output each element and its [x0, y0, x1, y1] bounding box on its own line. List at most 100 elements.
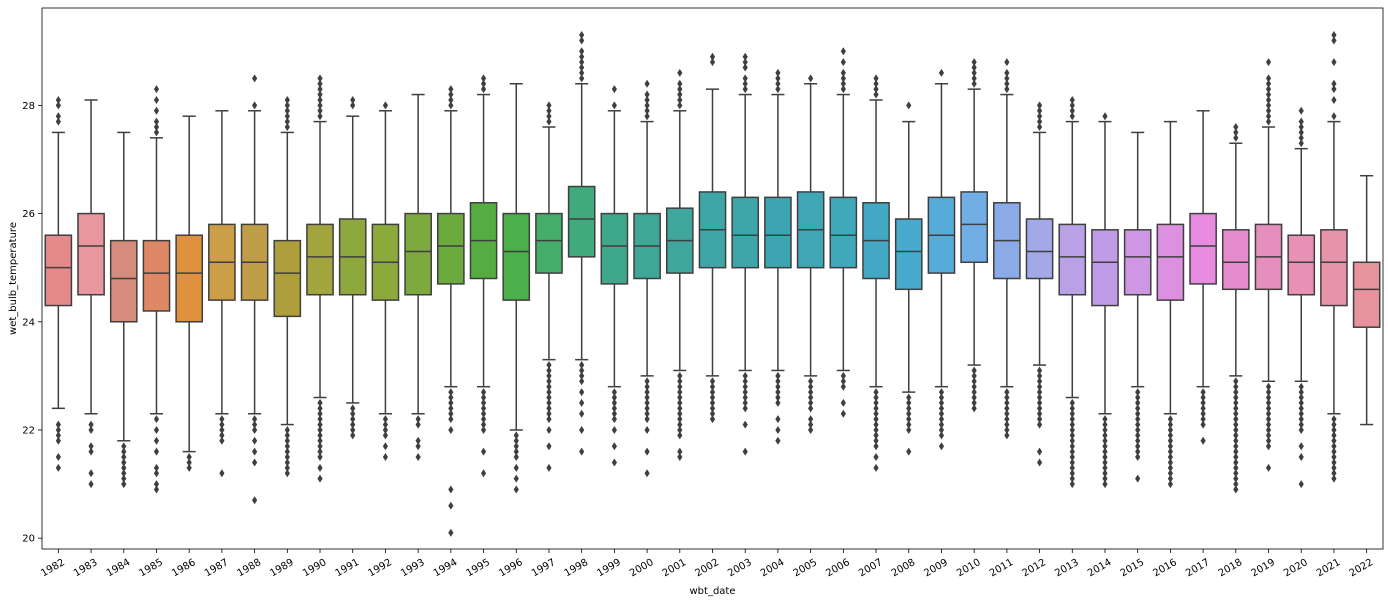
outlier-point	[1135, 425, 1141, 434]
outlier-point	[1036, 447, 1043, 456]
x-tick-label: 1982	[39, 557, 67, 579]
outlier-point	[1200, 436, 1206, 445]
x-tick-label: 1984	[105, 557, 133, 579]
outlier-point	[546, 404, 552, 413]
outlier-point	[513, 463, 519, 472]
outlier-point	[1233, 398, 1239, 407]
outlier-point	[55, 453, 61, 462]
outlier-point	[480, 415, 487, 424]
outlier-point	[840, 68, 846, 77]
outlier-point	[808, 420, 814, 429]
iqr-box	[829, 196, 858, 269]
box-2002	[698, 52, 727, 424]
outlier-point	[709, 393, 716, 402]
outlier-point	[1036, 415, 1043, 424]
box-1996	[502, 82, 531, 494]
outlier-point	[546, 366, 552, 375]
box-2010	[960, 58, 988, 413]
outlier-point	[873, 393, 879, 402]
outlier-point	[1331, 469, 1337, 478]
outlier-point	[742, 404, 748, 413]
outlier-point	[873, 453, 879, 462]
outlier-point	[284, 123, 290, 132]
outlier-point	[317, 95, 323, 104]
box-1989	[273, 95, 302, 478]
outlier-point	[644, 469, 650, 478]
outlier-point	[1135, 436, 1141, 445]
outlier-point	[873, 398, 879, 407]
outlier-point	[1069, 404, 1075, 413]
outlier-point	[415, 420, 421, 429]
outlier-point	[709, 388, 716, 397]
outlier-point	[938, 409, 945, 418]
outlier-point	[808, 74, 814, 83]
outlier-point	[840, 47, 846, 56]
outlier-point	[350, 404, 356, 413]
x-tick-label: 2014	[1086, 557, 1114, 579]
box-1984	[109, 131, 138, 489]
outlier-point	[971, 382, 977, 391]
outlier-point	[906, 409, 912, 418]
outlier-point	[971, 68, 977, 77]
y-tick-label: 20	[22, 534, 35, 545]
iqr-box	[1352, 261, 1381, 328]
outlier-point	[1102, 420, 1108, 429]
outlier-point	[284, 442, 290, 451]
outlier-point	[906, 415, 912, 424]
box-2000	[633, 79, 661, 478]
outlier-point	[1233, 377, 1239, 386]
outlier-point	[1135, 447, 1141, 456]
x-tick-label: 1999	[595, 557, 623, 579]
outlier-point	[1233, 474, 1239, 483]
outlier-point	[1233, 469, 1239, 478]
outlier-point	[317, 474, 323, 483]
outlier-point	[219, 425, 225, 434]
box-2021	[1320, 31, 1348, 483]
outlier-point	[677, 398, 683, 407]
outlier-point	[284, 425, 290, 434]
outlier-point	[971, 63, 977, 72]
outlier-point	[611, 85, 617, 94]
outlier-point	[350, 95, 356, 104]
x-tick-label: 1994	[432, 557, 460, 579]
outlier-point	[873, 463, 879, 472]
x-tick-label: 2001	[661, 557, 689, 579]
iqr-box	[1025, 218, 1054, 280]
outlier-point	[1069, 447, 1075, 456]
outlier-point	[971, 404, 977, 413]
outlier-point	[55, 463, 61, 472]
outlier-point	[448, 95, 454, 104]
outlier-point	[121, 474, 127, 483]
outlier-point	[775, 79, 781, 88]
outlier-point	[775, 377, 781, 386]
outlier-point	[480, 420, 487, 429]
outlier-point	[448, 85, 454, 94]
outlier-point	[644, 95, 650, 104]
outlier-point	[251, 74, 258, 83]
outlier-point	[1331, 79, 1337, 88]
outlier-point	[1298, 420, 1304, 429]
x-tick-label: 2006	[824, 557, 852, 579]
outlier-point	[480, 393, 487, 402]
x-tick-label: 1993	[399, 557, 427, 579]
x-tick-label: 1997	[530, 557, 558, 579]
outlier-point	[480, 425, 487, 434]
outlier-point	[88, 480, 94, 489]
outlier-point	[709, 377, 716, 386]
outlier-point	[1298, 442, 1304, 451]
outlier-point	[1069, 101, 1075, 110]
outlier-point	[1069, 480, 1075, 489]
x-tick-label: 2010	[955, 557, 983, 579]
outlier-point	[448, 485, 454, 494]
outlier-point	[153, 447, 160, 456]
outlier-point	[677, 388, 683, 397]
x-tick-label: 2016	[1151, 557, 1179, 579]
outlier-point	[709, 58, 716, 67]
outlier-point	[840, 74, 846, 83]
outlier-point	[88, 425, 94, 434]
outlier-point	[1265, 106, 1272, 115]
outlier-point	[1036, 112, 1043, 121]
outlier-point	[317, 106, 323, 115]
outlier-point	[1004, 398, 1010, 407]
x-tick-label: 1986	[170, 557, 198, 579]
